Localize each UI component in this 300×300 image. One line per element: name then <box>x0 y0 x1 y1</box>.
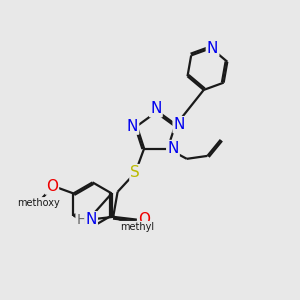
Text: methyl: methyl <box>120 222 154 232</box>
Text: N: N <box>150 101 162 116</box>
Text: N: N <box>167 141 178 156</box>
Text: H: H <box>76 213 87 227</box>
Text: N: N <box>207 40 218 56</box>
Text: N: N <box>174 117 185 132</box>
Text: N: N <box>85 212 97 227</box>
Text: O: O <box>138 212 150 227</box>
Text: N: N <box>127 118 138 134</box>
Text: methoxy: methoxy <box>17 198 59 208</box>
Text: S: S <box>130 165 140 180</box>
Text: O: O <box>46 178 58 194</box>
